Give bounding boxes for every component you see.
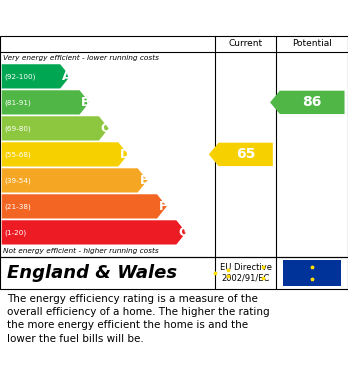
Polygon shape [2, 220, 186, 244]
Text: 86: 86 [302, 95, 322, 109]
Text: C: C [101, 122, 110, 135]
Bar [283, 260, 341, 286]
Text: F: F [159, 200, 167, 213]
Text: (39-54): (39-54) [4, 177, 31, 184]
Polygon shape [2, 168, 148, 192]
Text: (1-20): (1-20) [4, 229, 26, 236]
Polygon shape [2, 64, 70, 88]
Text: E: E [140, 174, 148, 187]
Polygon shape [2, 194, 167, 219]
Text: Very energy efficient - lower running costs: Very energy efficient - lower running co… [3, 55, 159, 61]
Polygon shape [2, 116, 109, 140]
Text: Not energy efficient - higher running costs: Not energy efficient - higher running co… [3, 248, 159, 254]
Text: Energy Efficiency Rating: Energy Efficiency Rating [7, 13, 217, 27]
Text: A: A [62, 70, 72, 83]
Text: (55-68): (55-68) [4, 151, 31, 158]
Text: 65: 65 [236, 147, 255, 161]
Text: The energy efficiency rating is a measure of the
overall efficiency of a home. T: The energy efficiency rating is a measur… [7, 294, 270, 344]
Text: D: D [120, 148, 130, 161]
Text: G: G [178, 226, 188, 239]
Text: (21-38): (21-38) [4, 203, 31, 210]
Polygon shape [2, 90, 89, 115]
Text: (69-80): (69-80) [4, 125, 31, 132]
Polygon shape [270, 91, 345, 114]
Text: (81-91): (81-91) [4, 99, 31, 106]
Text: Current: Current [229, 39, 263, 48]
Text: EU Directive
2002/91/EC: EU Directive 2002/91/EC [220, 263, 272, 283]
Text: England & Wales: England & Wales [7, 264, 177, 282]
Text: Potential: Potential [292, 39, 332, 48]
Polygon shape [2, 142, 128, 167]
Text: B: B [81, 96, 91, 109]
Polygon shape [209, 143, 273, 166]
Text: (92-100): (92-100) [4, 73, 35, 80]
